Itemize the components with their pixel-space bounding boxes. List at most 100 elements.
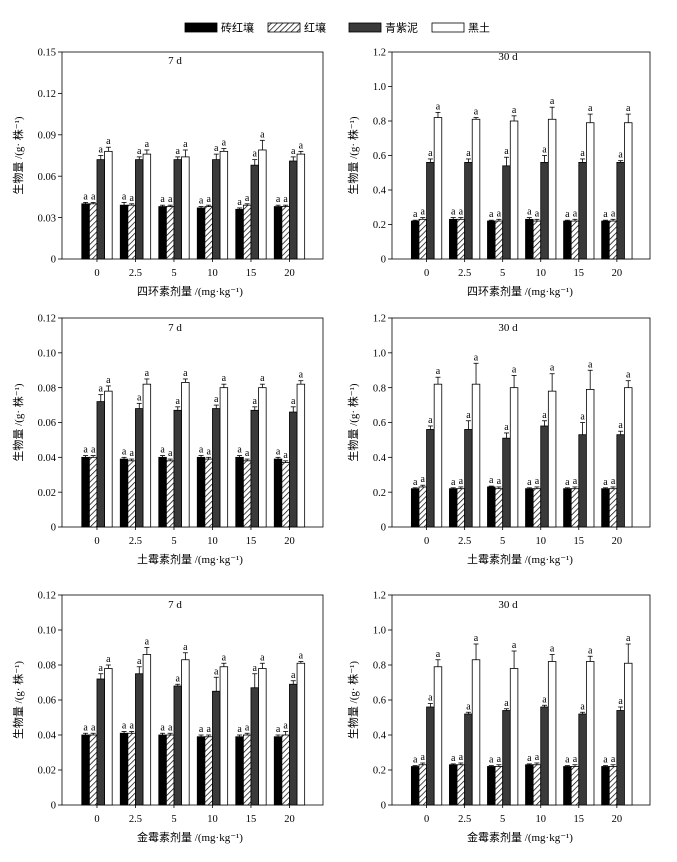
bar-red-soil-dose-1 [457,765,465,805]
significance-label: a [459,207,464,218]
bar-gley-paddy-soil-dose-2 [174,686,182,805]
bar-red-soil-dose-3 [533,221,541,259]
significance-label: a [199,445,204,456]
bar-gley-paddy-soil-dose-1 [465,714,473,805]
significance-label: a [428,148,433,159]
bar-gley-paddy-soil-dose-5 [289,684,297,805]
significance-label: a [527,207,532,218]
bar-gley-paddy-soil-dose-3 [212,409,220,527]
y-tick-label: 1.0 [373,349,386,360]
significance-label: a [459,476,464,487]
bar-red-soil-dose-2 [166,207,174,259]
x-tick-label: 20 [284,536,295,547]
y-tick-label: 0.2 [373,220,386,231]
significance-label: a [618,420,623,431]
bar-black-soil-dose-1 [143,655,151,806]
significance-label: a [106,136,111,147]
y-tick-label: 0 [381,523,386,534]
chart-title: 7 d [168,55,182,67]
bar-gley-paddy-soil-dose-0 [427,429,435,527]
significance-label: a [214,143,219,154]
x-axis-label: 金霉素剂量 /(mg·kg⁻¹) [137,830,243,844]
bar-black-soil-dose-0 [434,667,442,805]
bar-gley-paddy-soil-dose-1 [135,409,143,527]
bar-black-soil-dose-4 [586,389,594,527]
significance-label: a [428,693,433,704]
x-tick-label: 0 [94,814,99,825]
bar-latosol-dose-4 [564,221,572,259]
bar-red-soil-dose-3 [205,207,213,259]
y-tick-label: 0.6 [373,151,386,162]
significance-label: a [413,477,418,488]
significance-label: a [588,359,593,370]
bar-black-soil-dose-0 [105,391,113,527]
significance-label: a [436,366,441,377]
significance-label: a [474,352,479,363]
significance-label: a [512,105,517,116]
y-tick-label: 0 [51,523,56,534]
bar-gley-paddy-soil-dose-0 [97,160,105,259]
y-tick-label: 0.8 [373,383,386,394]
y-tick-label: 0 [381,255,386,266]
significance-label: a [245,193,250,204]
bar-gley-paddy-soil-dose-3 [212,691,220,805]
bar-gley-paddy-soil-dose-0 [427,707,435,805]
significance-label: a [183,368,188,379]
significance-label: a [168,194,173,205]
significance-label: a [291,670,296,681]
x-tick-label: 0 [94,536,99,547]
bar-gley-paddy-soil-dose-4 [251,410,259,527]
significance-label: a [565,755,570,766]
x-axis-label: 四环素剂量 /(mg·kg⁻¹) [137,284,243,298]
x-tick-label: 5 [500,814,505,825]
bar-latosol-dose-5 [602,489,610,527]
y-tick-label: 1.2 [373,591,386,602]
bar-latosol-dose-3 [197,457,205,527]
bar-black-soil-dose-1 [143,154,151,259]
y-tick-label: 0.6 [373,696,386,707]
significance-label: a [299,370,304,381]
x-tick-label: 10 [535,814,546,825]
significance-label: a [145,139,150,150]
significance-label: a [283,194,288,205]
bar-black-soil-dose-5 [624,663,632,805]
significance-label: a [428,415,433,426]
y-tick-label: 0.4 [373,186,387,197]
bar-red-soil-dose-0 [419,219,427,259]
bar-black-soil-dose-5 [624,123,632,259]
bar-gley-paddy-soil-dose-1 [465,162,473,259]
bar-red-soil-dose-0 [419,765,427,805]
x-tick-label: 20 [612,268,623,279]
bar-gley-paddy-soil-dose-2 [503,166,511,259]
significance-label: a [137,146,142,157]
chart-panel-4: 00.20.40.60.81.01.20 2.5 5 10 15 20a a a a a aa a a a… [346,314,650,566]
bar-red-soil-dose-5 [282,735,290,805]
significance-label: a [91,445,96,456]
bar-gley-paddy-soil-dose-1 [135,160,143,259]
bar-latosol-dose-5 [274,737,282,805]
significance-label: a [535,208,540,219]
y-tick-label: 0.02 [38,488,56,499]
significance-label: a [573,754,578,765]
significance-label: a [129,721,134,732]
bar-latosol-dose-2 [159,207,167,259]
significance-label: a [512,640,517,651]
x-axis-label: 金霉素剂量 /(mg·kg⁻¹) [467,830,573,844]
significance-label: a [603,209,608,220]
significance-label: a [497,208,502,219]
significance-label: a [176,673,181,684]
significance-label: a [504,698,509,709]
y-axis-label: 生物量 /(g· 株⁻¹) [346,116,360,194]
significance-label: a [122,721,127,732]
bar-latosol-dose-3 [197,208,205,259]
bar-latosol-dose-2 [487,221,495,259]
y-tick-label: 0.4 [373,731,387,742]
x-tick-label: 10 [207,536,218,547]
significance-label: a [91,191,96,202]
significance-label: a [99,384,104,395]
bar-latosol-dose-0 [411,221,419,259]
y-axis-label: 生物量 /(g· 株⁻¹) [11,661,25,739]
significance-label: a [527,477,532,488]
bar-black-soil-dose-0 [105,669,113,806]
x-tick-label: 2.5 [129,814,142,825]
